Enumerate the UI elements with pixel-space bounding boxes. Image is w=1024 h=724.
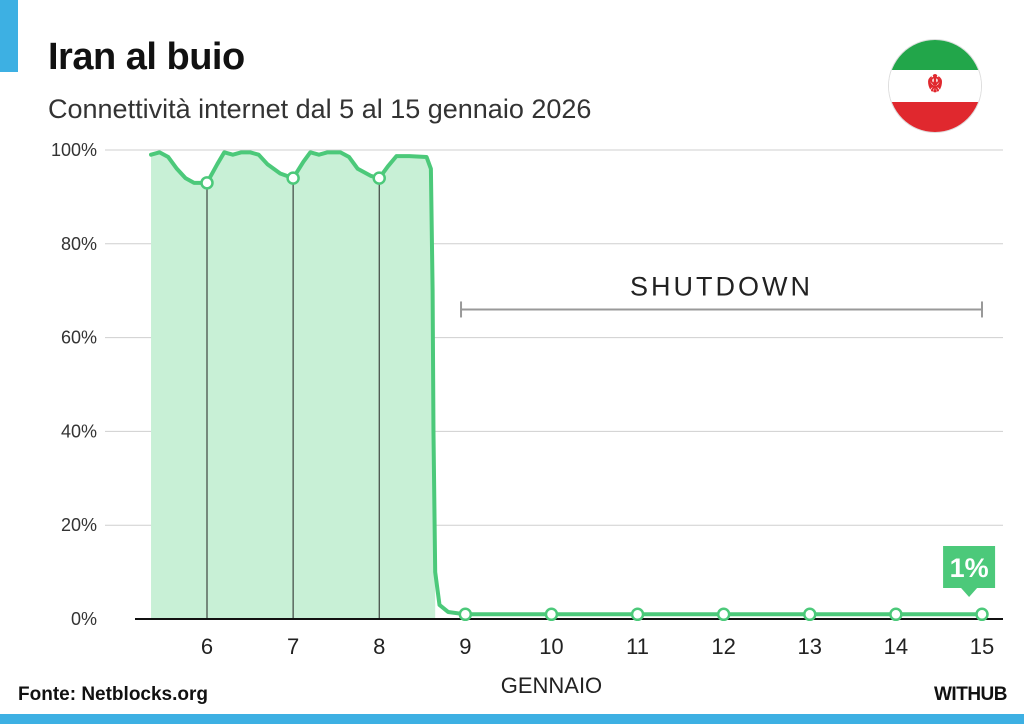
callout-label: 1% bbox=[950, 553, 989, 583]
y-tick-label: 40% bbox=[61, 421, 97, 441]
shutdown-label: SHUTDOWN bbox=[630, 271, 813, 301]
data-point bbox=[372, 171, 386, 185]
x-tick-label: 10 bbox=[539, 634, 563, 659]
y-tick-label: 100% bbox=[51, 140, 97, 160]
x-tick-label: 7 bbox=[287, 634, 299, 659]
brand-logo: WITHUB bbox=[934, 684, 1007, 705]
x-axis-label: GENNAIO bbox=[501, 673, 602, 698]
connectivity-line bbox=[149, 150, 984, 617]
x-tick-label: 15 bbox=[970, 634, 994, 659]
data-point bbox=[200, 176, 214, 190]
data-point bbox=[544, 607, 559, 622]
source-credit: Fonte: Netblocks.org bbox=[18, 684, 209, 705]
data-point bbox=[889, 607, 903, 622]
x-tick-label: 8 bbox=[373, 634, 385, 659]
x-tick-label: 12 bbox=[711, 634, 735, 659]
data-point bbox=[458, 607, 473, 622]
data-point bbox=[803, 607, 817, 622]
x-tick-label: 14 bbox=[884, 634, 908, 659]
y-tick-label: 20% bbox=[61, 515, 97, 535]
x-tick-label: 11 bbox=[626, 634, 649, 659]
callout-badge bbox=[943, 546, 996, 597]
data-point bbox=[716, 607, 731, 622]
y-tick-label: 60% bbox=[61, 328, 97, 348]
y-tick-label: 80% bbox=[61, 234, 97, 254]
data-point bbox=[286, 171, 300, 185]
chart-subtitle: Connettività internet dal 5 al 15 gennai… bbox=[48, 94, 592, 124]
data-point bbox=[630, 607, 645, 622]
x-tick-label: 9 bbox=[459, 634, 471, 659]
accent-bar-bottom bbox=[0, 714, 1024, 724]
data-point bbox=[975, 607, 989, 622]
x-tick-label: 6 bbox=[201, 634, 213, 659]
y-tick-label: 0% bbox=[71, 609, 97, 629]
chart-title: Iran al buio bbox=[48, 36, 245, 78]
x-tick-label: 13 bbox=[798, 634, 822, 659]
accent-bar-top bbox=[0, 0, 18, 72]
